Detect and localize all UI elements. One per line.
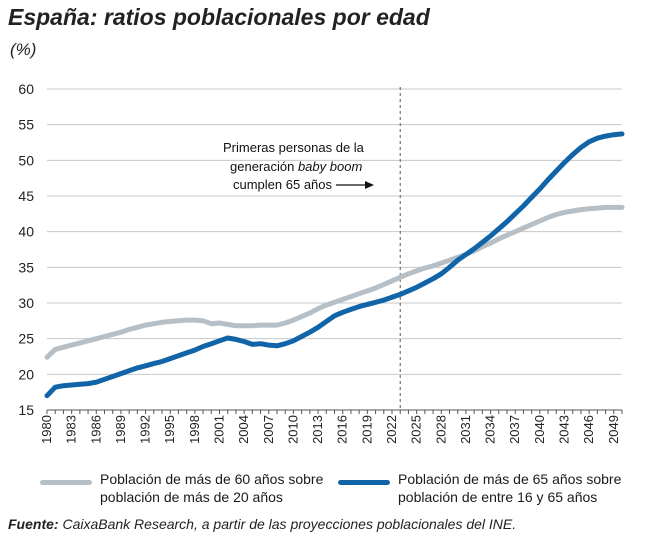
x-axis — [46, 409, 623, 414]
legend-swatch-gray — [40, 480, 92, 485]
annotation-line-2: generación baby boom — [230, 159, 362, 174]
x-tick-label-2007: 2007 — [261, 415, 276, 444]
series-lines — [44, 131, 625, 399]
annotation-line-2-italic: baby boom — [298, 159, 362, 174]
legend-item-gray: Población de más de 60 años sobre poblac… — [0, 470, 330, 510]
y-axis-ticks: 15 20 25 30 35 40 45 50 55 60 — [18, 81, 34, 418]
x-axis-ticks: 1980 1983 1986 1989 1992 1995 1998 2001 2004 2007… — [39, 415, 621, 444]
legend-label-gray: Población de más de 60 años sobre poblac… — [100, 471, 324, 505]
x-tick-label-2022: 2022 — [384, 415, 399, 444]
x-tick-label-2010: 2010 — [285, 415, 300, 444]
x-tick-label-2025: 2025 — [409, 415, 424, 444]
x-tick-label-1986: 1986 — [88, 415, 103, 444]
source-note: Fuente: CaixaBank Research, a partir de … — [8, 516, 516, 532]
y-tick-label-40: 40 — [18, 224, 34, 240]
y-tick-label-15: 15 — [18, 402, 34, 418]
grid-lines — [47, 88, 622, 375]
series-line-gray — [44, 204, 625, 360]
y-tick-label-60: 60 — [18, 81, 34, 97]
y-tick-label-20: 20 — [18, 366, 34, 382]
x-tick-label-2040: 2040 — [532, 415, 547, 444]
legend-swatch-blue — [338, 480, 390, 485]
x-tick-label-2049: 2049 — [606, 415, 621, 444]
x-tick-label-2013: 2013 — [310, 415, 325, 444]
unit-label: (%) — [10, 40, 37, 59]
x-tick-label-1983: 1983 — [64, 415, 79, 444]
chart-title: España: ratios poblacionales por edad — [8, 4, 430, 30]
y-tick-label-25: 25 — [18, 331, 34, 347]
x-tick-label-2034: 2034 — [483, 415, 498, 444]
x-tick-label-2031: 2031 — [458, 415, 473, 444]
x-tick-label-2046: 2046 — [581, 415, 596, 444]
legend-item-blue: Población de más de 65 años sobre poblac… — [330, 470, 650, 510]
annotation-line-1: Primeras personas de la — [223, 140, 365, 155]
x-tick-label-2001: 2001 — [212, 415, 227, 444]
y-tick-label-50: 50 — [18, 152, 34, 168]
y-tick-label-45: 45 — [18, 188, 34, 204]
x-tick-label-2016: 2016 — [335, 415, 350, 444]
x-tick-label-2043: 2043 — [557, 415, 572, 444]
x-tick-label-1980: 1980 — [39, 415, 54, 444]
y-tick-label-35: 35 — [18, 259, 34, 275]
baby-boom-annotation: Primeras personas de la generación baby … — [223, 140, 374, 192]
x-tick-label-2004: 2004 — [236, 415, 251, 444]
x-tick-label-1992: 1992 — [138, 415, 153, 444]
annotation-line-2-normal: generación — [230, 159, 298, 174]
y-tick-label-30: 30 — [18, 295, 34, 311]
series-line-blue — [44, 131, 625, 399]
x-tick-label-2028: 2028 — [433, 415, 448, 444]
source-label: Fuente: — [8, 516, 59, 532]
x-tick-label-2019: 2019 — [359, 415, 374, 444]
x-tick-label-1995: 1995 — [162, 415, 177, 444]
x-tick-label-2037: 2037 — [507, 415, 522, 444]
x-tick-label-1989: 1989 — [113, 415, 128, 444]
annotation-arrow-head — [365, 181, 374, 189]
source-text: CaixaBank Research, a partir de las proy… — [58, 516, 517, 532]
y-tick-label-55: 55 — [18, 117, 34, 133]
legend-label-blue: Población de más de 65 años sobre poblac… — [398, 471, 622, 505]
x-tick-label-1998: 1998 — [187, 415, 202, 444]
annotation-line-3: cumplen 65 años — [233, 177, 333, 192]
